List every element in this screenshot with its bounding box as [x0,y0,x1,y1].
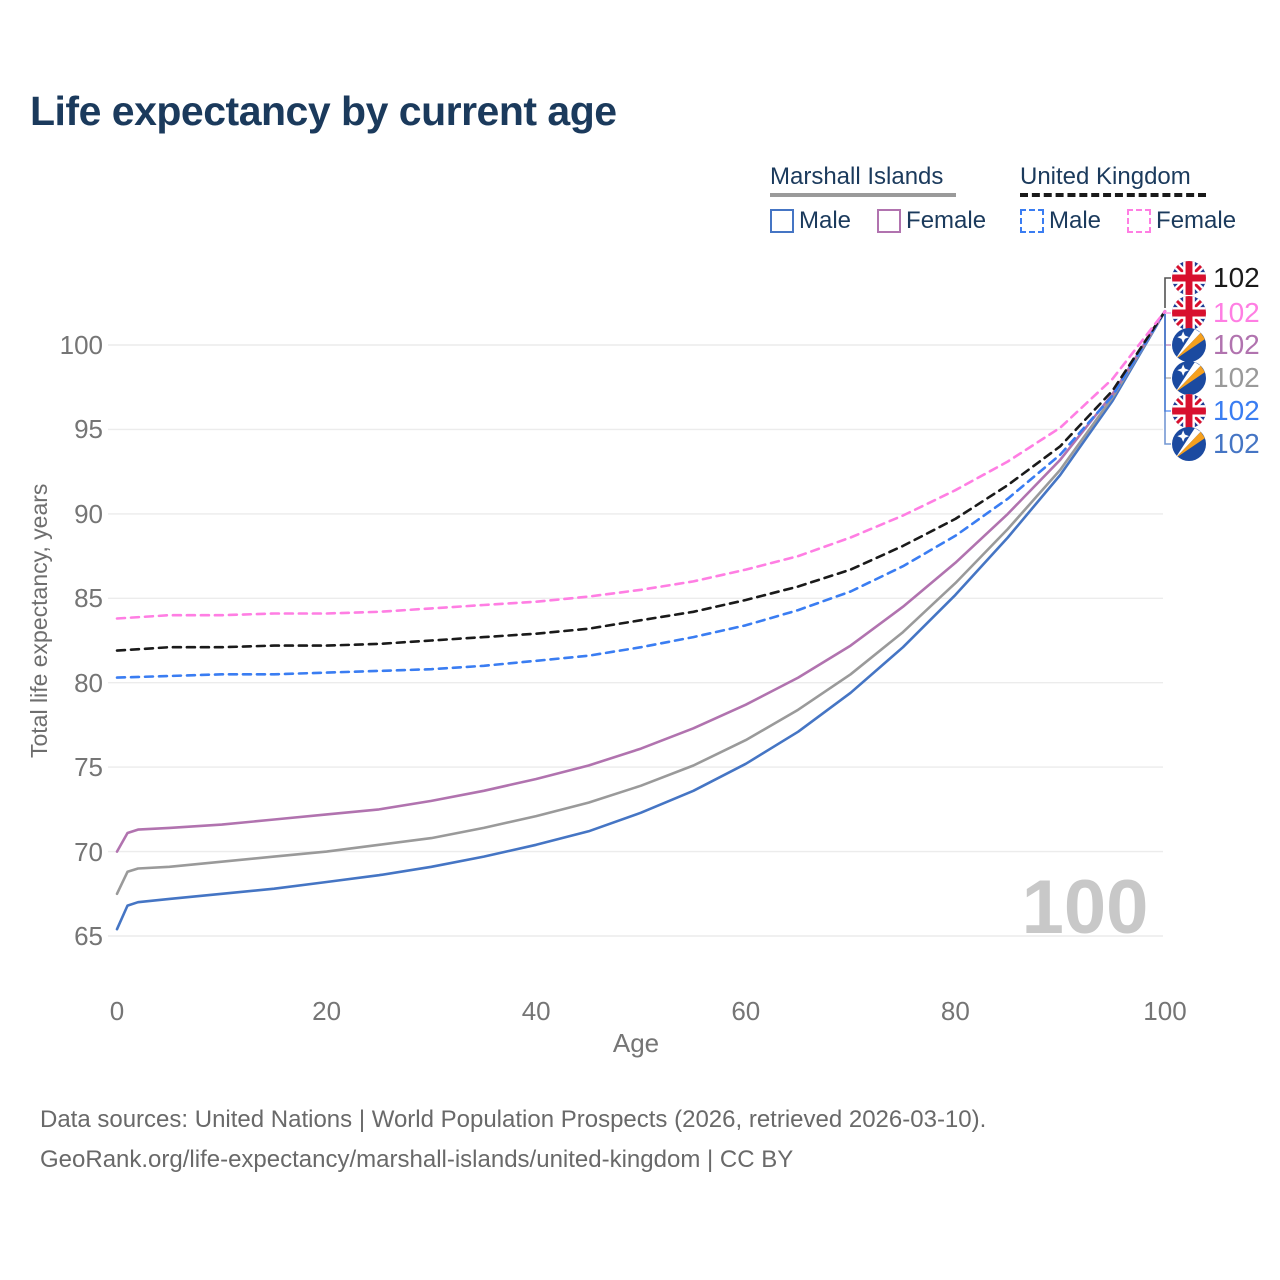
series-line-mh_female [115,309,1167,853]
uk-flag-icon [1172,296,1206,330]
end-value: 102 [1213,262,1260,293]
legend-swatch-uk-female[interactable] [1127,209,1152,233]
series-line-mh_male [115,309,1167,931]
end-value: 102 [1213,329,1260,360]
end-value: 102 [1213,362,1260,393]
legend-swatch-mh-male[interactable] [770,209,794,233]
legend-group-marshall-islands: Marshall Islands Male Female [770,163,1010,235]
label-connector [1164,314,1171,379]
x-axis-title: Age [612,1028,660,1058]
marshall-islands-flag-icon [1172,427,1206,461]
end-value: 102 [1213,395,1260,426]
end-label-uk-male: 102 [1172,394,1260,428]
marshall-islands-flag-icon [1172,328,1206,362]
page-title: Life expectancy by current age [30,88,617,134]
series-line-uk_male [115,309,1167,679]
legend-swatch-mh-female[interactable] [877,209,902,233]
legend-group-title: United Kingdom [1020,163,1191,190]
legend-label-uk-male[interactable]: Male [1049,207,1102,234]
end-label-mh-male: 102 [1172,427,1260,461]
series-line-mh_total [115,309,1167,896]
legend-items-row: Male Female [770,207,1010,235]
legend-swatch-uk-male[interactable] [1020,209,1044,233]
legend-group-united-kingdom: United Kingdom Male Female [1020,163,1260,235]
label-connector [1164,314,1171,346]
series-line-uk_female [115,309,1167,620]
label-connector [1164,314,1171,445]
end-label-mh-female: 102 [1172,328,1260,362]
end-label-uk-total: 102 [1172,261,1260,295]
legend-underline-dashed [1020,193,1206,197]
label-connector [1164,277,1171,308]
y-axis-title: Total life expectancy, years [26,483,52,759]
end-label-uk-female: 102 [1172,296,1260,330]
legend-label-mh-female[interactable]: Female [906,207,987,234]
series-line-uk_total [115,309,1167,652]
legend-underline-solid [770,193,956,197]
end-value: 102 [1213,297,1260,328]
legend-items-row: Male Female [1020,207,1260,235]
marshall-islands-flag-icon [1172,361,1206,395]
uk-flag-icon [1172,394,1206,428]
uk-flag-icon [1172,261,1206,295]
end-label-mh-total: 102 [1172,361,1260,395]
legend-group-title: Marshall Islands [770,163,944,190]
watermark: 100 [1022,865,1149,950]
legend-label-mh-male[interactable]: Male [799,207,852,234]
legend-label-uk-female[interactable]: Female [1156,207,1237,234]
label-connector [1164,314,1171,412]
end-value: 102 [1213,428,1260,459]
data-sources-text: Data sources: United Nations | World Pop… [40,1106,987,1133]
attribution-link-text[interactable]: GeoRank.org/life-expectancy/marshall-isl… [40,1146,794,1173]
